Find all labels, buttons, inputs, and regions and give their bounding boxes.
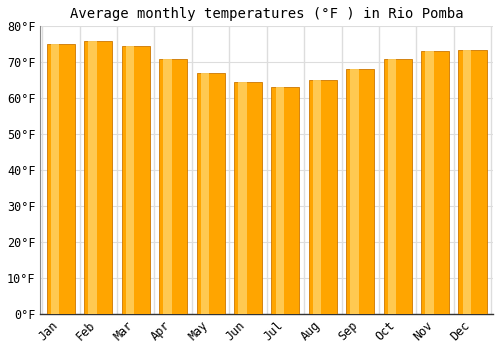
Bar — [388, 59, 396, 314]
Bar — [47, 44, 75, 314]
Bar — [196, 73, 224, 314]
Bar — [238, 82, 246, 314]
Bar — [126, 46, 134, 314]
Bar — [313, 80, 322, 314]
Bar — [234, 82, 262, 314]
Bar — [84, 41, 112, 314]
Bar — [122, 46, 150, 314]
Bar — [51, 44, 60, 314]
Bar — [88, 41, 97, 314]
Bar — [421, 51, 449, 314]
Bar — [164, 59, 172, 314]
Bar — [350, 69, 359, 314]
Bar — [462, 50, 471, 314]
Bar — [200, 73, 209, 314]
Title: Average monthly temperatures (°F ) in Rio Pomba: Average monthly temperatures (°F ) in Ri… — [70, 7, 464, 21]
Bar — [276, 88, 284, 314]
Bar — [309, 80, 337, 314]
Bar — [272, 88, 299, 314]
Bar — [159, 59, 187, 314]
Bar — [425, 51, 434, 314]
Bar — [346, 69, 374, 314]
Bar — [458, 50, 486, 314]
Bar — [384, 59, 411, 314]
